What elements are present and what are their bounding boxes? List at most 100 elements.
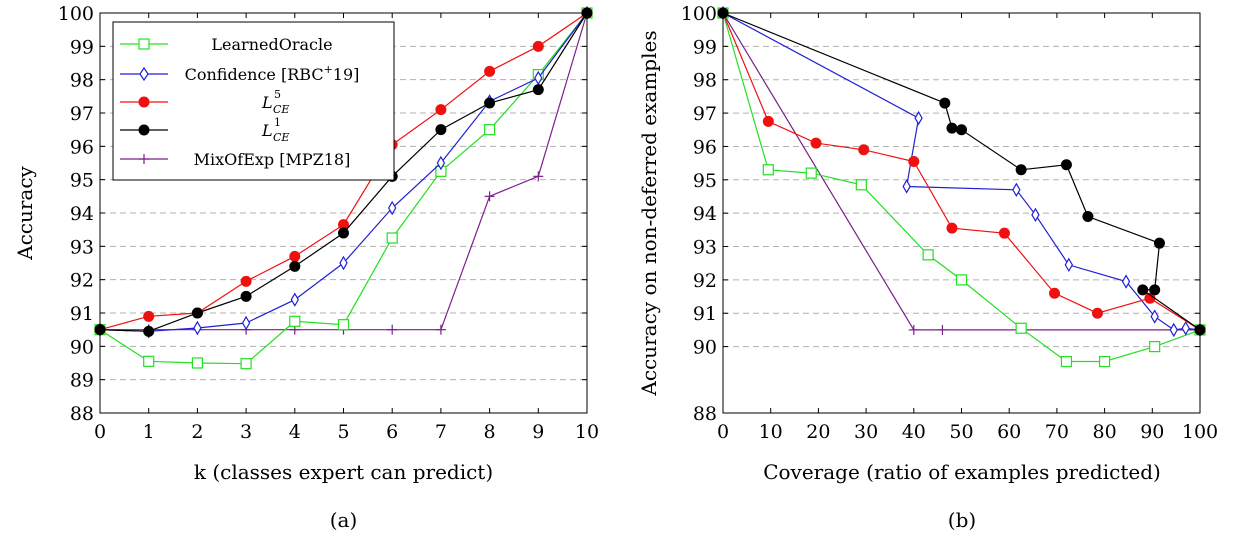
chart-b-y-tick-label: 92 [693, 270, 717, 292]
chart-a-point-lce1 [289, 260, 301, 272]
chart-b-point-confidence [1012, 182, 1021, 197]
chart-b-point-lce5 [762, 115, 774, 127]
chart-b-point-lce1 [1015, 164, 1027, 176]
legend-entry-lce5: L 5 CE [120, 88, 289, 116]
chart-a-point-learned_oracle [289, 315, 301, 327]
chart-b-point-confidence [1121, 274, 1131, 289]
legend-label-mixofexp: MixOfExp [MPZ18] [194, 150, 351, 169]
chart-a-point-lce1 [143, 325, 155, 337]
chart-b-point-lce1 [956, 124, 967, 136]
legend-marker-lce1 [138, 124, 150, 136]
chart-b-point-learned_oracle [762, 164, 774, 176]
chart-b-y-tick-label: 97 [693, 103, 717, 125]
chart-a-x-tick-label: 8 [484, 421, 496, 443]
chart-b-point-mixofexp [937, 324, 948, 335]
chart-b-point-mixofexp [908, 324, 919, 335]
legend-label-confidence-main: Confidence [RBC [185, 65, 324, 84]
chart-b-point-learned_oracle [955, 274, 968, 286]
chart-b-point-confidence [902, 179, 911, 194]
legend-label-lce1-sub: CE [273, 131, 289, 144]
chart-b-point-lce5 [908, 155, 920, 167]
chart-b-x-tick-label: 40 [902, 421, 926, 443]
chart-a-x-tick-label: 5 [337, 421, 349, 443]
legend-label-confidence-sup: + [324, 63, 333, 76]
chart-a-point-confidence [241, 315, 251, 331]
chart-a-point-lce5 [240, 275, 252, 287]
chart-a-point-learned_oracle [143, 355, 155, 367]
chart-a-y-tick-label: 95 [70, 170, 94, 192]
chart-a-y-tick-label: 98 [70, 70, 94, 92]
legend-box [112, 21, 395, 181]
chart-b-x-tick-label: 20 [806, 421, 830, 443]
chart-a-point-learned_oracle [191, 357, 203, 369]
chart-b-point-learned_oracle [1060, 355, 1073, 368]
chart-a-y-tick-label: 88 [70, 403, 94, 425]
chart-a-y-tick-label: 94 [70, 203, 94, 225]
chart-a-point-confidence [193, 320, 202, 336]
chart-b: 88 90 91 92 93 94 95 96 97 98 99 100 0 10 20 30 40 50 60 70… [637, 3, 1218, 532]
chart-a-x-tick-label: 0 [94, 421, 106, 443]
legend-label-learned-oracle: LearnedOracle [211, 35, 332, 54]
chart-b-point-lce1 [946, 122, 958, 134]
chart-a-y-axis-label: Accuracy [13, 165, 37, 260]
chart-b-point-lce5 [998, 227, 1010, 239]
chart-b-point-lce1 [1060, 159, 1072, 171]
chart-a-point-confidence [388, 200, 397, 216]
chart-a-y-tick-label: 99 [70, 36, 94, 58]
chart-a-point-learned_oracle [240, 358, 252, 370]
chart-b-point-learned_oracle [805, 167, 817, 179]
chart-b-point-lce5 [1144, 292, 1156, 304]
chart-a-series [94, 5, 593, 370]
chart-b-x-axis-label: Coverage (ratio of examples predicted) [763, 460, 1161, 484]
chart-b-point-learned_oracle [922, 249, 934, 261]
chart-b-y-axis-label: Accuracy on non-deferred examples [637, 30, 661, 396]
legend-label-lce5-base: L [261, 93, 273, 112]
chart-b-point-learned_oracle [1015, 322, 1027, 334]
chart-b-x-tick-label: 100 [1182, 421, 1218, 443]
chart-b-point-confidence [1150, 309, 1159, 324]
legend-label-lce1-base: L [261, 121, 273, 140]
chart-b-gridlines [723, 45, 1200, 348]
legend-entry-mixofexp: MixOfExp [MPZ18] [120, 150, 350, 169]
chart-a-x-tick-label: 4 [289, 421, 301, 443]
chart-a-x-tick-label: 6 [386, 421, 398, 443]
legend-entry-confidence: Confidence [RBC+19] [120, 63, 359, 84]
chart-b-point-confidence [1169, 322, 1178, 338]
chart-a-point-lce5 [289, 250, 301, 262]
legend-marker-lce5 [138, 96, 150, 108]
legend-label-lce5: L [261, 93, 273, 112]
chart-a-y-tick-label: 90 [70, 336, 94, 358]
chart-b-point-lce5 [810, 137, 822, 149]
chart-a-point-mixofexp [533, 171, 544, 182]
legend-label-lce5-sub: CE [273, 103, 289, 116]
chart-b-point-lce5 [858, 144, 870, 156]
chart-b-x-tick-label: 10 [759, 421, 783, 443]
chart-b-series [717, 5, 1206, 368]
legend-label-lce1-sup: 1 [274, 116, 281, 129]
chart-a-point-lce5 [532, 40, 544, 52]
chart-a-point-lce5 [143, 310, 155, 322]
chart-a-point-learned_oracle [484, 124, 496, 136]
chart-b-x-tick-label: 80 [1093, 421, 1117, 443]
chart-b-y-tick-label: 94 [693, 203, 717, 225]
chart-a-point-lce5 [338, 219, 349, 231]
chart-a-point-confidence [436, 155, 446, 171]
chart-b-series-learned_oracle [717, 7, 1206, 368]
chart-a-point-mixofexp [484, 191, 495, 202]
chart-b-y-tick-label: 95 [693, 170, 717, 192]
chart-b-point-lce1 [1153, 237, 1165, 249]
chart-b-y-tick-label: 90 [693, 337, 717, 359]
chart-b-x-tick-label: 30 [854, 421, 878, 443]
chart-b-line-mixofexp [722, 12, 1200, 331]
chart-b-x-tick-label: 90 [1140, 421, 1164, 443]
chart-a-y-tick-label: 89 [70, 370, 94, 392]
chart-a-x-tick-label: 2 [191, 421, 203, 443]
chart-b-line-learned_oracle [722, 12, 1201, 363]
chart-b-point-lce1 [1137, 284, 1149, 296]
chart-a-x-tick-label: 3 [240, 421, 252, 443]
legend: LearnedOracle Confidence [RBC+19] L 5 CE… [112, 21, 395, 181]
chart-a-point-lce1 [435, 124, 447, 136]
chart-a-y-tick-label: 93 [70, 236, 94, 258]
